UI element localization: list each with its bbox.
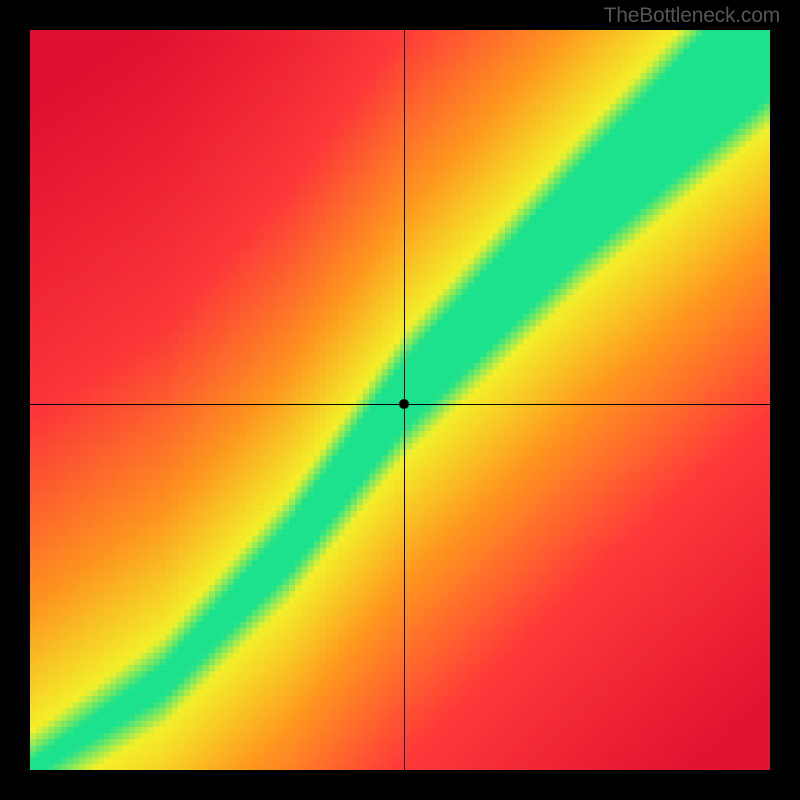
crosshair-marker-dot bbox=[399, 399, 409, 409]
chart-frame: TheBottleneck.com bbox=[0, 0, 800, 800]
watermark-text: TheBottleneck.com bbox=[604, 4, 780, 28]
